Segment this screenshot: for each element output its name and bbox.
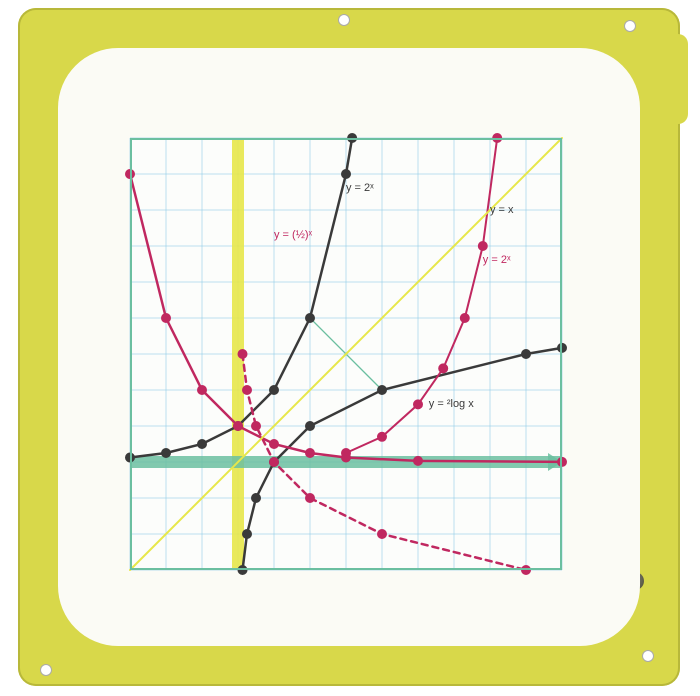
mount-hole <box>40 664 52 676</box>
function-chart: y = 2ˣy = ²log xy = (½)ˣy = 2ˣy = x <box>130 138 562 570</box>
frame-tab <box>662 34 688 124</box>
curves <box>130 138 562 570</box>
mount-hole <box>624 20 636 32</box>
mount-hole <box>642 650 654 662</box>
mount-hole <box>338 14 350 26</box>
